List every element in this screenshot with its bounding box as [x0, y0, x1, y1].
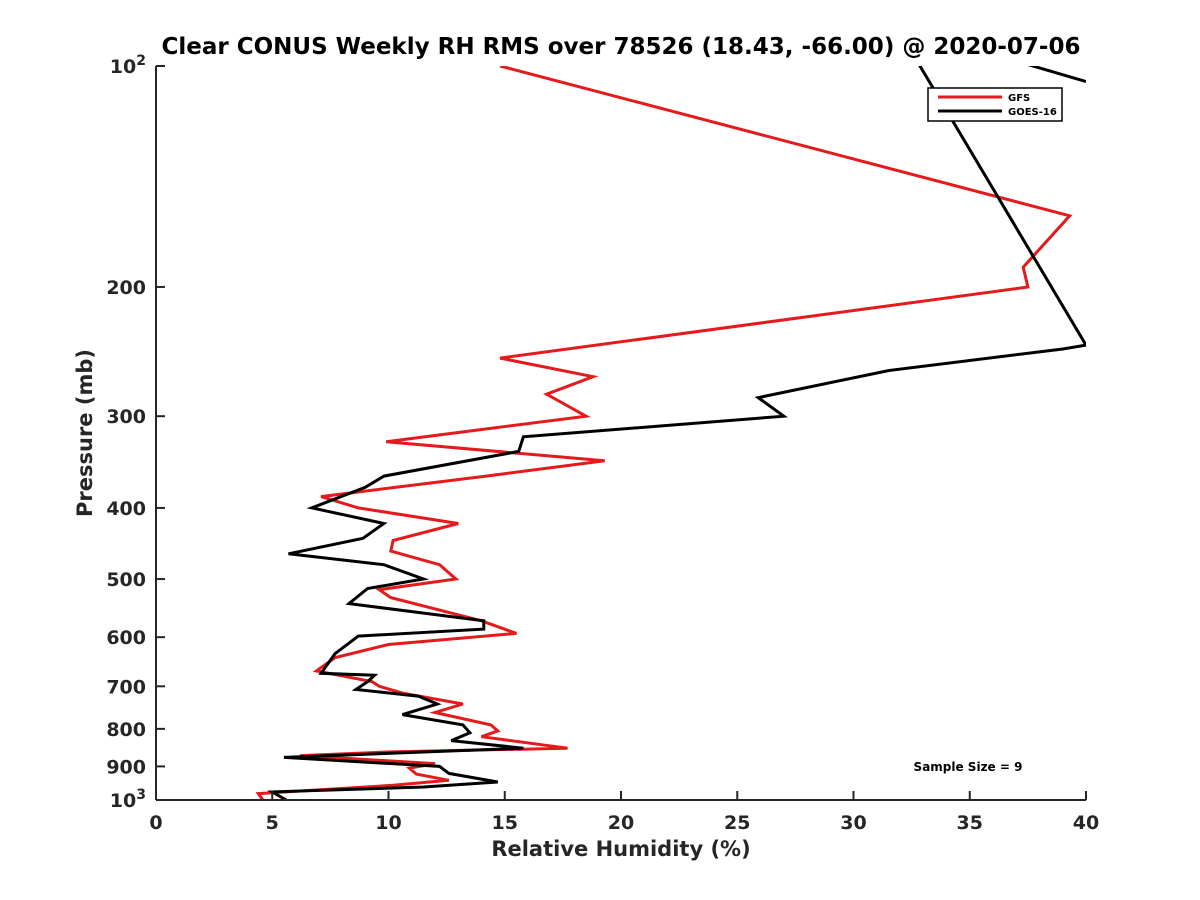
y-tick-label: 103	[110, 787, 146, 812]
legend: GFS GOES-16	[927, 87, 1063, 122]
x-tick-label: 40	[1073, 812, 1099, 834]
y-axis-title: Pressure (mb)	[73, 349, 97, 517]
y-tick-label: 500	[106, 569, 146, 591]
x-tick-label: 10	[375, 812, 401, 834]
axes	[155, 66, 1086, 801]
sample-size-annotation: Sample Size = 9	[914, 760, 1023, 774]
y-tick-label: 102	[110, 53, 146, 78]
legend-box	[927, 87, 1063, 122]
x-tick-label: 35	[957, 812, 983, 834]
legend-label: GOES-16	[1008, 107, 1057, 118]
x-tick-label: 20	[608, 812, 634, 834]
y-tick-label: 400	[106, 498, 146, 520]
y-tick-label: 600	[106, 627, 146, 649]
y-tick-label: 700	[106, 676, 146, 698]
y-tick-label: 200	[106, 277, 146, 299]
x-axis-title: Relative Humidity (%)	[491, 837, 750, 861]
x-tick-label: 25	[724, 812, 750, 834]
y-tick-label: 300	[106, 406, 146, 428]
series-layer	[255, 66, 1086, 800]
y-tick-label: 800	[106, 719, 146, 741]
x-tick-label: 30	[840, 812, 866, 834]
ticks: 0 5 10 15 20 25 30 35 40 102 200 300 400 500 600 700 800…	[106, 53, 1099, 834]
x-tick-label: 0	[149, 812, 162, 834]
series-line-1	[255, 66, 1073, 800]
x-tick-label: 15	[492, 812, 518, 834]
series-line-2	[267, 66, 1086, 800]
chart-title: Clear CONUS Weekly RH RMS over 78526 (18…	[162, 34, 1081, 60]
legend-label: GFS	[1008, 93, 1030, 104]
y-tick-label: 900	[106, 756, 146, 778]
x-tick-label: 5	[266, 812, 279, 834]
